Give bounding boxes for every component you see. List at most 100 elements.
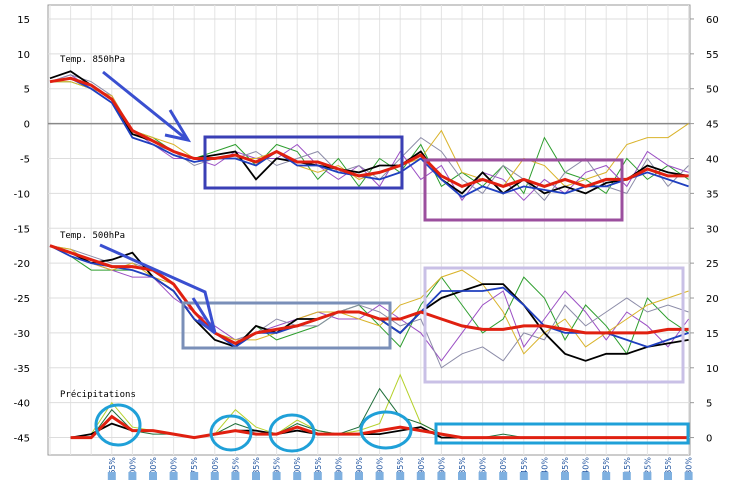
weather-icon <box>540 472 549 480</box>
highlight-box <box>434 422 690 445</box>
x-tick-label: 90% <box>417 457 426 475</box>
x-tick-label: 95% <box>273 457 282 475</box>
plot-area <box>47 4 691 456</box>
y-tick-label: 0 <box>24 120 30 131</box>
weather-icon <box>375 472 384 480</box>
x-tick-label: 40% <box>582 457 591 475</box>
weather-icon <box>622 472 631 480</box>
annotation: Temp. 850hPa <box>60 55 125 65</box>
y-tick-label: -20 <box>14 259 30 270</box>
x-tick-label: 95% <box>231 457 240 475</box>
highlight-circle <box>94 403 142 447</box>
y2-tick-label: 45 <box>706 120 719 131</box>
x-tick-label: 60% <box>479 457 488 475</box>
x-tick-label: 100% <box>211 457 220 480</box>
x-tick-label: 95% <box>396 457 405 475</box>
x-tick-label: 90% <box>437 457 446 475</box>
x-tick-label: 50% <box>499 457 508 475</box>
series-line <box>49 76 689 189</box>
annotation: Temp. 500hPa <box>60 231 125 241</box>
plot: 65% 100% 100% 100% 75% 100% 95% 85% 95% 100% 95% 90… <box>14 5 719 480</box>
x-tick-label: 85% <box>252 457 261 475</box>
highlight-box <box>203 135 404 190</box>
x-tick-label: 25% <box>643 457 652 475</box>
weather-icon <box>458 472 466 480</box>
weather-icon <box>499 472 508 480</box>
x-tick-label: 100% <box>128 457 137 480</box>
arrow <box>99 243 217 335</box>
weather-icon <box>478 472 487 480</box>
weather-icon <box>169 472 178 480</box>
y2-tick-label: 55 <box>706 50 719 61</box>
y2-tick-label: 20 <box>706 294 719 305</box>
x-tick-label: 65% <box>108 457 117 475</box>
y-tick-label: -45 <box>14 434 30 445</box>
highlight-box <box>423 158 624 222</box>
x-tick-label: 35% <box>664 457 673 475</box>
weather-icon <box>396 472 405 480</box>
weather-icon <box>107 472 116 480</box>
series-line <box>49 77 689 198</box>
y-tick-label: -35 <box>14 364 30 375</box>
highlight-circle <box>209 414 253 452</box>
y2-tick-label: 15 <box>706 329 719 340</box>
series-line <box>49 244 689 346</box>
x-tick-label: 40% <box>540 457 549 475</box>
weather-icon <box>561 472 569 480</box>
y-tick-label: -40 <box>14 399 30 410</box>
series-line <box>49 245 690 362</box>
x-tick-label: 35% <box>561 457 570 475</box>
x-tick-label: 85% <box>458 457 467 475</box>
highlight-circle <box>268 413 316 453</box>
weather-icon <box>231 472 240 480</box>
weather-icon <box>519 472 528 480</box>
weather-icon <box>149 472 157 480</box>
y-tick-label: -15 <box>14 224 30 235</box>
weather-icon <box>355 472 363 480</box>
highlight-box <box>181 301 392 350</box>
series-line <box>70 414 689 440</box>
y-tick-label: 10 <box>17 50 30 61</box>
weather-icon <box>437 472 446 480</box>
weather-icon <box>643 472 652 480</box>
x-tick-label: 30% <box>685 457 694 475</box>
weather-icon <box>313 472 322 480</box>
x-tick-label: 75% <box>190 457 199 475</box>
series-line <box>50 81 689 187</box>
y-tick-label: -10 <box>14 189 30 200</box>
x-tick-label: 15% <box>623 457 632 475</box>
weather-icon <box>416 472 425 480</box>
y2-tick-label: 60 <box>706 15 719 26</box>
y-tick-label: -25 <box>14 294 30 305</box>
weather-icon <box>190 472 199 480</box>
weather-icon <box>128 472 137 480</box>
weather-icon <box>293 472 302 480</box>
x-tick-label: 90% <box>376 457 385 475</box>
weather-icon <box>210 472 219 480</box>
highlight-box <box>423 266 685 384</box>
y2-tick-label: 5 <box>706 399 712 410</box>
weather-icon <box>602 472 611 480</box>
y2-tick-label: 30 <box>706 224 719 235</box>
x-tick-label: 100% <box>293 457 302 480</box>
x-tick-label: 25% <box>602 457 611 475</box>
x-tick-label: 95% <box>314 457 323 475</box>
arrow <box>102 70 192 143</box>
weather-icon <box>684 472 693 480</box>
y2-tick-label: 50 <box>706 85 719 96</box>
x-tick-label: 45% <box>520 457 529 475</box>
y2-tick-label: 10 <box>706 364 719 375</box>
y2-tick-label: 25 <box>706 259 719 270</box>
y2-tick-label: 35 <box>706 189 719 200</box>
y-tick-label: 5 <box>24 85 30 96</box>
weather-icon <box>252 472 260 480</box>
y-tick-label: 15 <box>17 15 30 26</box>
weather-icon <box>581 472 590 480</box>
highlight-circle <box>359 410 413 450</box>
x-tick-label: 100% <box>149 457 158 480</box>
y2-tick-label: 0 <box>706 434 712 445</box>
y2-tick-label: 40 <box>706 154 719 165</box>
y-tick-label: -5 <box>20 154 30 165</box>
weather-icon <box>664 472 672 480</box>
